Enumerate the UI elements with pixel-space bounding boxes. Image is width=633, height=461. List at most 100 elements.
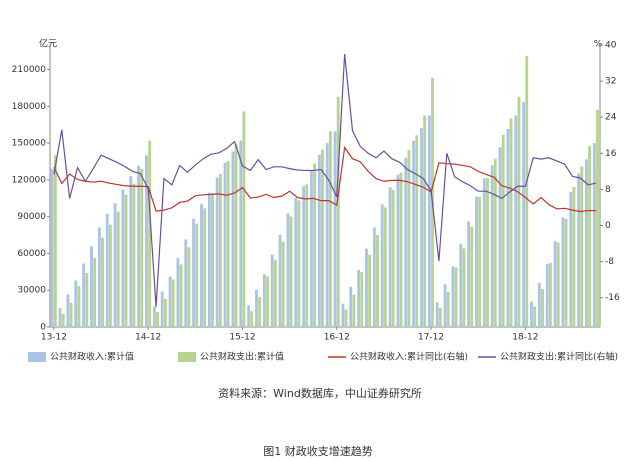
bar [281, 241, 285, 327]
bar [101, 237, 104, 327]
bar [152, 306, 156, 327]
bar [372, 227, 376, 327]
bar [187, 247, 191, 327]
bar [321, 149, 324, 327]
bar [328, 131, 332, 327]
bar [493, 159, 497, 327]
bar [148, 140, 152, 327]
bar [525, 56, 529, 328]
bar [145, 155, 148, 327]
x-tick-label: 17-12 [418, 333, 444, 343]
y-tick-label: 210000 [12, 65, 47, 75]
bar [459, 243, 463, 327]
bar [266, 276, 269, 327]
bar [412, 140, 416, 327]
y2-tick-label: -8 [605, 257, 614, 267]
bar [66, 294, 70, 327]
bar [231, 151, 235, 327]
bar [97, 227, 101, 327]
bar [365, 248, 368, 327]
bar [171, 279, 175, 327]
bar [262, 274, 266, 327]
source-note: 资料来源：Wind数据库，中山证券研究所 [218, 386, 422, 400]
bar [541, 289, 544, 327]
bar [415, 135, 419, 327]
bar [294, 197, 298, 327]
bar [82, 263, 86, 327]
bar [548, 262, 552, 327]
bar [85, 273, 89, 327]
bar [553, 240, 557, 327]
bar [195, 223, 199, 327]
line-series [53, 145, 597, 213]
bar [215, 177, 219, 327]
bar [184, 239, 188, 327]
bar [486, 178, 489, 327]
bar [522, 102, 526, 327]
x-tick-label: 18-12 [512, 333, 538, 343]
bar [176, 257, 180, 327]
bar [467, 221, 471, 327]
bar [113, 203, 117, 327]
bar [226, 160, 230, 327]
bar [380, 204, 384, 327]
bar [90, 246, 93, 327]
bar [564, 218, 568, 327]
bar [509, 118, 513, 327]
bar [297, 200, 301, 327]
bar [270, 254, 274, 327]
y2-tick-label: 40 [605, 41, 617, 51]
bar [475, 196, 478, 327]
y-unit: 亿元 [39, 38, 57, 50]
bar [588, 146, 592, 327]
bar [192, 218, 196, 327]
bar [325, 143, 329, 327]
bar [242, 111, 246, 327]
bar [250, 310, 254, 327]
bar [74, 280, 78, 327]
bar [93, 258, 97, 327]
bar [116, 211, 120, 327]
y-tick-label: 90000 [17, 212, 46, 222]
bar [376, 234, 379, 327]
bar [498, 147, 502, 327]
bar [490, 165, 494, 327]
y-tick-label: 0 [40, 323, 46, 333]
y2-tick-label: 16 [605, 149, 617, 159]
bar [360, 272, 364, 327]
bar [506, 129, 510, 327]
bar [462, 248, 466, 327]
bar [333, 131, 337, 327]
bar [310, 170, 313, 327]
bar [349, 286, 353, 327]
bar [179, 264, 183, 327]
caption: 图1 财政收支增速趋势 [263, 444, 373, 458]
x-tick-label: 13-12 [41, 333, 67, 343]
bar [572, 186, 576, 327]
bar [200, 203, 203, 327]
bar [234, 143, 238, 327]
bar [344, 309, 348, 327]
bar [156, 311, 159, 327]
bar [313, 163, 317, 327]
x-tick-label: 16-12 [324, 333, 350, 343]
bar [561, 217, 565, 327]
bar [305, 184, 309, 327]
bar [289, 216, 293, 327]
x-tick-label: 14-12 [135, 333, 161, 343]
y2-tick-label: -16 [605, 293, 620, 303]
bar [50, 168, 54, 327]
bar [77, 286, 81, 327]
bar [207, 192, 211, 327]
bar [137, 165, 141, 327]
bar [446, 291, 450, 327]
bar [435, 302, 439, 327]
bar [108, 224, 112, 327]
bar [592, 143, 596, 327]
y-tick-label: 30000 [17, 286, 46, 296]
y2-unit: % [594, 40, 603, 50]
bar [132, 183, 136, 327]
bar [160, 291, 164, 327]
bar [69, 302, 73, 327]
